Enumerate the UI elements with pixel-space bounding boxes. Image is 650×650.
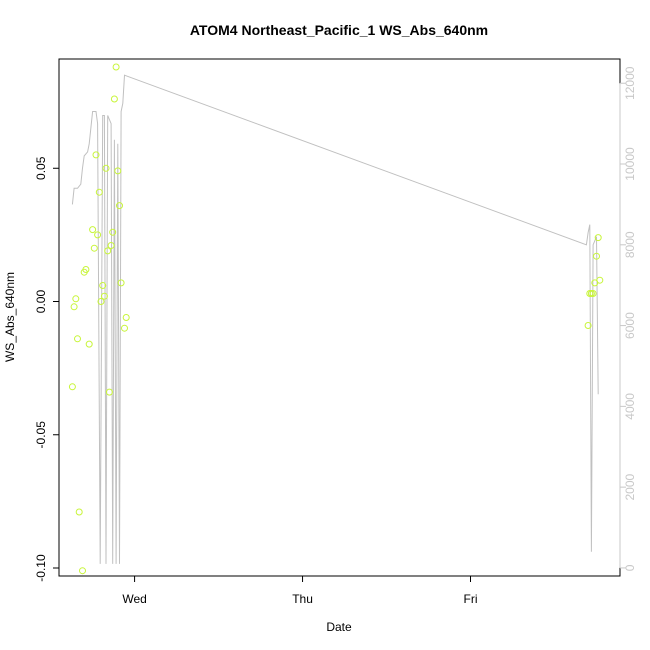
data-point <box>92 151 100 159</box>
data-point <box>584 322 592 329</box>
data-point <box>85 340 93 348</box>
y-tick-label: 0.05 <box>34 156 48 180</box>
data-point <box>72 295 80 303</box>
data-point <box>70 303 78 311</box>
y-axis-label: WS_Abs_640nm <box>3 272 17 362</box>
data-point <box>596 276 604 284</box>
data-point <box>109 228 117 236</box>
data-point <box>121 324 128 332</box>
y2-tick-label: 6000 <box>623 312 637 339</box>
x-tick-label: Fri <box>464 592 478 606</box>
data-point <box>89 226 97 234</box>
y2-tick-label: 4000 <box>623 393 637 420</box>
y2-tick-label: 8000 <box>623 231 637 258</box>
data-point <box>75 508 83 516</box>
x-tick-label: Thu <box>292 592 313 606</box>
x-axis-label: Date <box>326 620 352 634</box>
data-point <box>100 292 108 300</box>
series-layer <box>68 63 604 575</box>
data-point <box>82 266 90 273</box>
data-point <box>99 282 107 289</box>
y-tick-label: -0.10 <box>34 554 48 582</box>
data-point <box>112 63 120 71</box>
y2-tick-label: 12000 <box>623 66 637 100</box>
data-point <box>74 335 81 343</box>
data-point <box>122 314 130 321</box>
data-point <box>105 388 113 396</box>
data-point <box>116 202 123 210</box>
data-point <box>68 383 76 391</box>
data-point <box>107 242 115 249</box>
series-line <box>71 74 599 564</box>
data-point <box>114 167 122 175</box>
chart-title: ATOM4 Northeast_Pacific_1 WS_Abs_640nm <box>190 22 488 38</box>
y-tick-label: 0.00 <box>34 290 48 314</box>
data-point <box>589 290 597 297</box>
data-point <box>102 164 110 172</box>
data-point <box>594 234 602 242</box>
data-point <box>95 188 103 196</box>
data-point <box>94 231 102 239</box>
data-point <box>110 95 118 103</box>
y-tick-label: -0.05 <box>34 421 48 449</box>
y2-tick-label: 10000 <box>623 147 637 181</box>
x-tick-label: Wed <box>122 592 146 606</box>
data-point <box>97 298 105 305</box>
y2-tick-label: 0 <box>623 564 637 571</box>
x-axis: Wed Thu Fri <box>122 575 478 606</box>
y2-tick-label: 2000 <box>623 473 637 500</box>
data-point <box>90 244 98 252</box>
data-point <box>104 247 112 255</box>
left-y-axis: -0.10 -0.05 0.00 0.05 <box>34 156 59 582</box>
plot-frame <box>58 58 621 577</box>
data-point <box>117 279 125 287</box>
right-y-axis: 0 2000 4000 6000 8000 10000 12000 <box>619 66 637 571</box>
data-point <box>79 567 86 575</box>
data-point <box>593 252 600 260</box>
